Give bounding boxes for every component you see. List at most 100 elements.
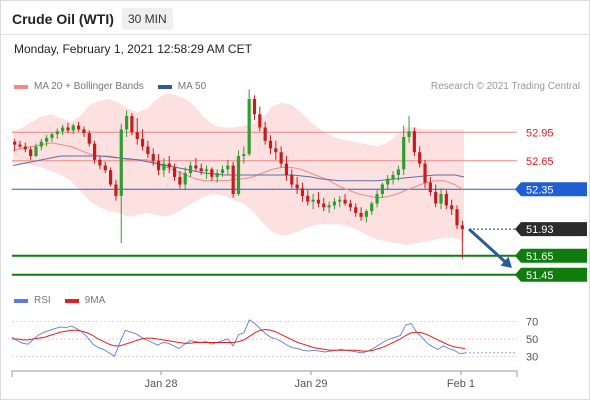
candle-body <box>45 137 49 142</box>
candle-body <box>343 199 347 204</box>
ma20-legend-label: MA 20 + Bollinger Bands <box>34 81 144 92</box>
candle-body <box>231 165 235 194</box>
candle-body <box>412 131 416 153</box>
candle-body <box>370 203 374 212</box>
ma20-swatch <box>14 84 28 89</box>
candle-body <box>119 129 123 196</box>
candle-body <box>295 184 299 189</box>
candle-body <box>156 160 161 171</box>
candle-body <box>258 114 262 128</box>
candle-body <box>82 129 86 134</box>
candle-body <box>140 138 145 147</box>
level-label-52.65: 52.65 <box>526 156 554 168</box>
candle-body <box>354 207 358 213</box>
candle-body <box>39 141 43 147</box>
candle-body <box>386 178 390 185</box>
candle-body <box>375 194 379 204</box>
candle-body <box>274 148 278 153</box>
candle-body <box>348 203 353 208</box>
x-tick-label-jan-29: Jan 29 <box>294 378 327 390</box>
chart-datetime: Monday, February 1, 2021 12:58:29 AM CET <box>14 42 252 56</box>
candle-body <box>418 152 422 164</box>
projection-arrow-line <box>467 228 511 267</box>
candle-body <box>199 168 203 172</box>
candle-body <box>13 141 17 145</box>
candle-body <box>450 205 454 210</box>
candle-body <box>434 192 438 204</box>
level-label-51.65: 51.65 <box>526 251 554 263</box>
level-tag-52.35 <box>515 182 587 197</box>
level-tag-51.93 <box>515 222 587 237</box>
candle-body <box>108 170 113 185</box>
price-legend: MA 20 + Bollinger Bands MA 50 <box>14 81 206 92</box>
candle-body <box>71 125 75 131</box>
candle-body <box>124 116 129 130</box>
candle-body <box>402 137 406 170</box>
rsi-tick-30: 30 <box>526 351 538 363</box>
candle-body <box>204 169 209 172</box>
candle-body <box>423 163 427 183</box>
chart-header: Crude Oil (WTI) 30 MIN <box>1 1 589 35</box>
candle-body <box>279 152 283 164</box>
candle-body <box>55 131 59 135</box>
candle-body <box>103 165 107 171</box>
candle-body <box>178 176 182 185</box>
ma50-swatch <box>157 84 172 89</box>
level-label-52.35: 52.35 <box>526 184 554 196</box>
candle-body <box>247 99 251 155</box>
candle-body <box>322 203 326 208</box>
candle-body <box>183 173 187 185</box>
candle-body <box>338 199 342 202</box>
candle-body <box>460 225 464 230</box>
rsi-tick-70: 70 <box>526 317 538 329</box>
rsi-line <box>11 319 466 357</box>
candle-body <box>268 140 273 149</box>
level-label-51.93: 51.93 <box>526 224 554 236</box>
candle-body <box>236 156 241 194</box>
candle-body <box>50 134 54 138</box>
candle-body <box>135 132 139 139</box>
candle-body <box>306 195 310 202</box>
candle-body <box>407 131 411 137</box>
candle-body <box>263 127 267 141</box>
rsi-legend-label: RSI <box>34 295 51 306</box>
candle-body <box>332 201 337 206</box>
candle-body <box>290 175 294 185</box>
candle-body <box>18 144 22 147</box>
candle-body <box>188 165 193 174</box>
candle-body <box>391 175 395 179</box>
timeframe-badge[interactable]: 30 MIN <box>122 8 173 30</box>
candle-body <box>210 169 214 177</box>
research-credit: Research © 2021 Trading Central <box>430 81 580 92</box>
candle-body <box>23 146 27 150</box>
rsi-legend: RSI 9MA <box>14 295 105 306</box>
candle-body <box>172 167 177 177</box>
rsi-tick-50: 50 <box>526 334 538 346</box>
ma50-legend-label: MA 50 <box>177 81 207 92</box>
candle-body <box>66 127 70 131</box>
candle-body <box>380 184 384 194</box>
candle-body <box>194 165 198 169</box>
level-label-52.95: 52.95 <box>526 127 554 139</box>
candle-body <box>316 199 321 204</box>
x-tick-label-jan-28: Jan 28 <box>144 378 177 390</box>
projection-arrow-head <box>500 256 512 268</box>
rsi-swatch <box>14 298 28 303</box>
rsi-9ma-line <box>12 328 466 352</box>
instrument-title: Crude Oil (WTI) <box>12 11 114 27</box>
rsi-ma-legend-label: 9MA <box>84 295 106 306</box>
candle-body <box>87 133 91 144</box>
candle-body <box>311 199 315 202</box>
candle-body <box>146 146 150 155</box>
candle-body <box>444 194 448 206</box>
candle-body <box>162 163 166 171</box>
candle-body <box>428 182 432 193</box>
candle-body <box>455 209 459 226</box>
candle-body <box>220 169 225 174</box>
candle-body <box>29 149 33 156</box>
candle-body <box>242 154 246 156</box>
candle-body <box>114 184 118 196</box>
rsi-ma-swatch <box>64 298 79 303</box>
